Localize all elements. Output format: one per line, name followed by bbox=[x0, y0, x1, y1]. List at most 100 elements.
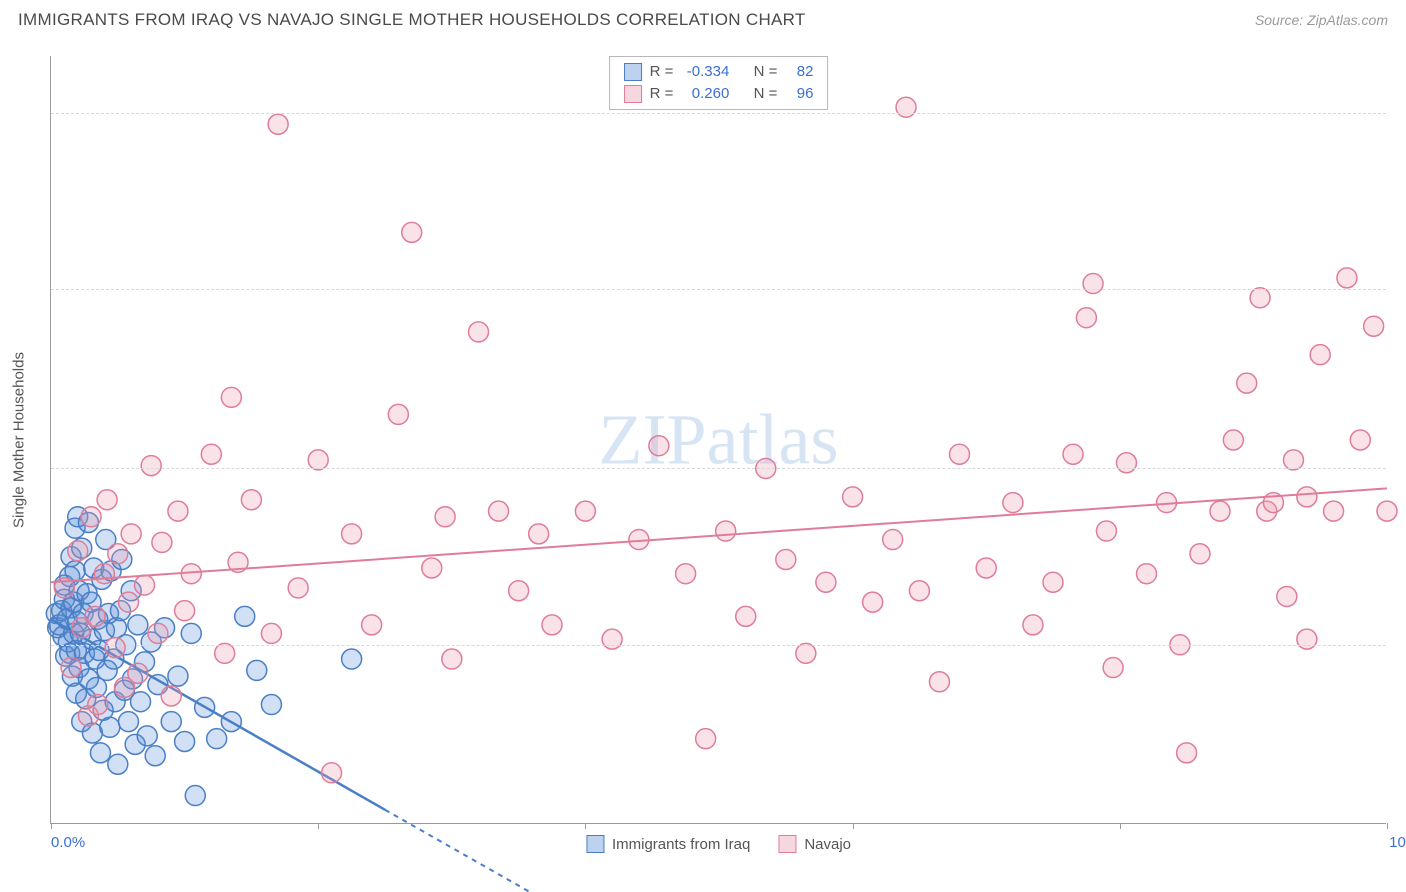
legend-swatch bbox=[624, 63, 642, 81]
data-point bbox=[1297, 487, 1317, 507]
data-point bbox=[896, 97, 916, 117]
data-point bbox=[247, 660, 267, 680]
data-point bbox=[141, 456, 161, 476]
data-point bbox=[61, 658, 81, 678]
data-point bbox=[843, 487, 863, 507]
data-point bbox=[88, 695, 108, 715]
x-tick bbox=[1120, 823, 1121, 829]
data-point bbox=[185, 786, 205, 806]
data-point bbox=[1250, 288, 1270, 308]
data-point bbox=[529, 524, 549, 544]
y-tick-label: 25.0% bbox=[1392, 104, 1406, 121]
data-point bbox=[215, 643, 235, 663]
data-point bbox=[362, 615, 382, 635]
r-value: -0.334 bbox=[681, 61, 729, 83]
data-point bbox=[1190, 544, 1210, 564]
y-tick-label: 12.5% bbox=[1392, 460, 1406, 477]
data-point bbox=[90, 743, 110, 763]
data-point bbox=[241, 490, 261, 510]
y-axis-title: Single Mother Households bbox=[11, 352, 28, 528]
x-tick bbox=[1387, 823, 1388, 829]
series-legend: Immigrants from Iraq Navajo bbox=[586, 835, 851, 853]
data-point bbox=[489, 501, 509, 521]
data-point bbox=[135, 575, 155, 595]
data-point bbox=[469, 322, 489, 342]
chart-plot-area: Single Mother Households ZIPatlas R =-0.… bbox=[50, 56, 1386, 824]
data-point bbox=[1103, 658, 1123, 678]
data-point bbox=[602, 629, 622, 649]
chart-title: IMMIGRANTS FROM IRAQ VS NAVAJO SINGLE MO… bbox=[18, 10, 806, 30]
legend-item: Immigrants from Iraq bbox=[586, 835, 750, 853]
source-link[interactable]: ZipAtlas.com bbox=[1307, 12, 1388, 28]
gridline bbox=[51, 645, 1386, 646]
data-point bbox=[121, 524, 141, 544]
data-point bbox=[509, 581, 529, 601]
data-point bbox=[148, 623, 168, 643]
data-point bbox=[118, 712, 138, 732]
data-point bbox=[268, 114, 288, 134]
data-point bbox=[1283, 450, 1303, 470]
data-point bbox=[105, 638, 125, 658]
data-point bbox=[100, 717, 120, 737]
data-point bbox=[261, 623, 281, 643]
data-point bbox=[137, 726, 157, 746]
data-point bbox=[168, 666, 188, 686]
data-point bbox=[131, 692, 151, 712]
legend-label: Navajo bbox=[804, 836, 851, 853]
data-point bbox=[542, 615, 562, 635]
data-point bbox=[181, 623, 201, 643]
data-point bbox=[1324, 501, 1344, 521]
data-point bbox=[322, 763, 342, 783]
data-point bbox=[81, 507, 101, 527]
data-point bbox=[342, 524, 362, 544]
data-point bbox=[168, 501, 188, 521]
x-tick bbox=[318, 823, 319, 829]
data-point bbox=[1310, 345, 1330, 365]
data-point bbox=[575, 501, 595, 521]
source-attribution: Source: ZipAtlas.com bbox=[1255, 12, 1388, 28]
r-label: R = bbox=[650, 61, 674, 83]
gridline bbox=[51, 468, 1386, 469]
data-point bbox=[152, 532, 172, 552]
data-point bbox=[145, 746, 165, 766]
data-point bbox=[676, 564, 696, 584]
x-axis-min-label: 0.0% bbox=[51, 834, 85, 851]
correlation-stats-box: R =-0.334 N =82R =0.260 N =96 bbox=[609, 56, 829, 110]
data-point bbox=[1297, 629, 1317, 649]
legend-item: Navajo bbox=[778, 835, 851, 853]
legend-swatch bbox=[778, 835, 796, 853]
data-point bbox=[94, 564, 114, 584]
data-point bbox=[1096, 521, 1116, 541]
data-point bbox=[175, 601, 195, 621]
data-point bbox=[796, 643, 816, 663]
y-tick-label: 18.8% bbox=[1392, 281, 1406, 298]
n-label: N = bbox=[754, 83, 778, 105]
data-point bbox=[1063, 444, 1083, 464]
data-point bbox=[261, 695, 281, 715]
legend-label: Immigrants from Iraq bbox=[612, 836, 750, 853]
data-point bbox=[108, 544, 128, 564]
x-axis-max-label: 100.0% bbox=[1389, 834, 1406, 851]
data-point bbox=[201, 444, 221, 464]
data-point bbox=[1364, 316, 1384, 336]
data-point bbox=[949, 444, 969, 464]
data-point bbox=[1350, 430, 1370, 450]
data-point bbox=[175, 732, 195, 752]
data-point bbox=[1223, 430, 1243, 450]
data-point bbox=[442, 649, 462, 669]
legend-swatch bbox=[586, 835, 604, 853]
data-point bbox=[68, 541, 88, 561]
data-point bbox=[235, 606, 255, 626]
gridline bbox=[51, 113, 1386, 114]
data-point bbox=[1003, 493, 1023, 513]
source-label: Source: bbox=[1255, 12, 1303, 28]
data-point bbox=[288, 578, 308, 598]
data-point bbox=[909, 581, 929, 601]
r-value: 0.260 bbox=[681, 83, 729, 105]
x-tick bbox=[853, 823, 854, 829]
data-point bbox=[1137, 564, 1157, 584]
data-point bbox=[161, 712, 181, 732]
data-point bbox=[696, 729, 716, 749]
data-point bbox=[221, 387, 241, 407]
data-point bbox=[716, 521, 736, 541]
